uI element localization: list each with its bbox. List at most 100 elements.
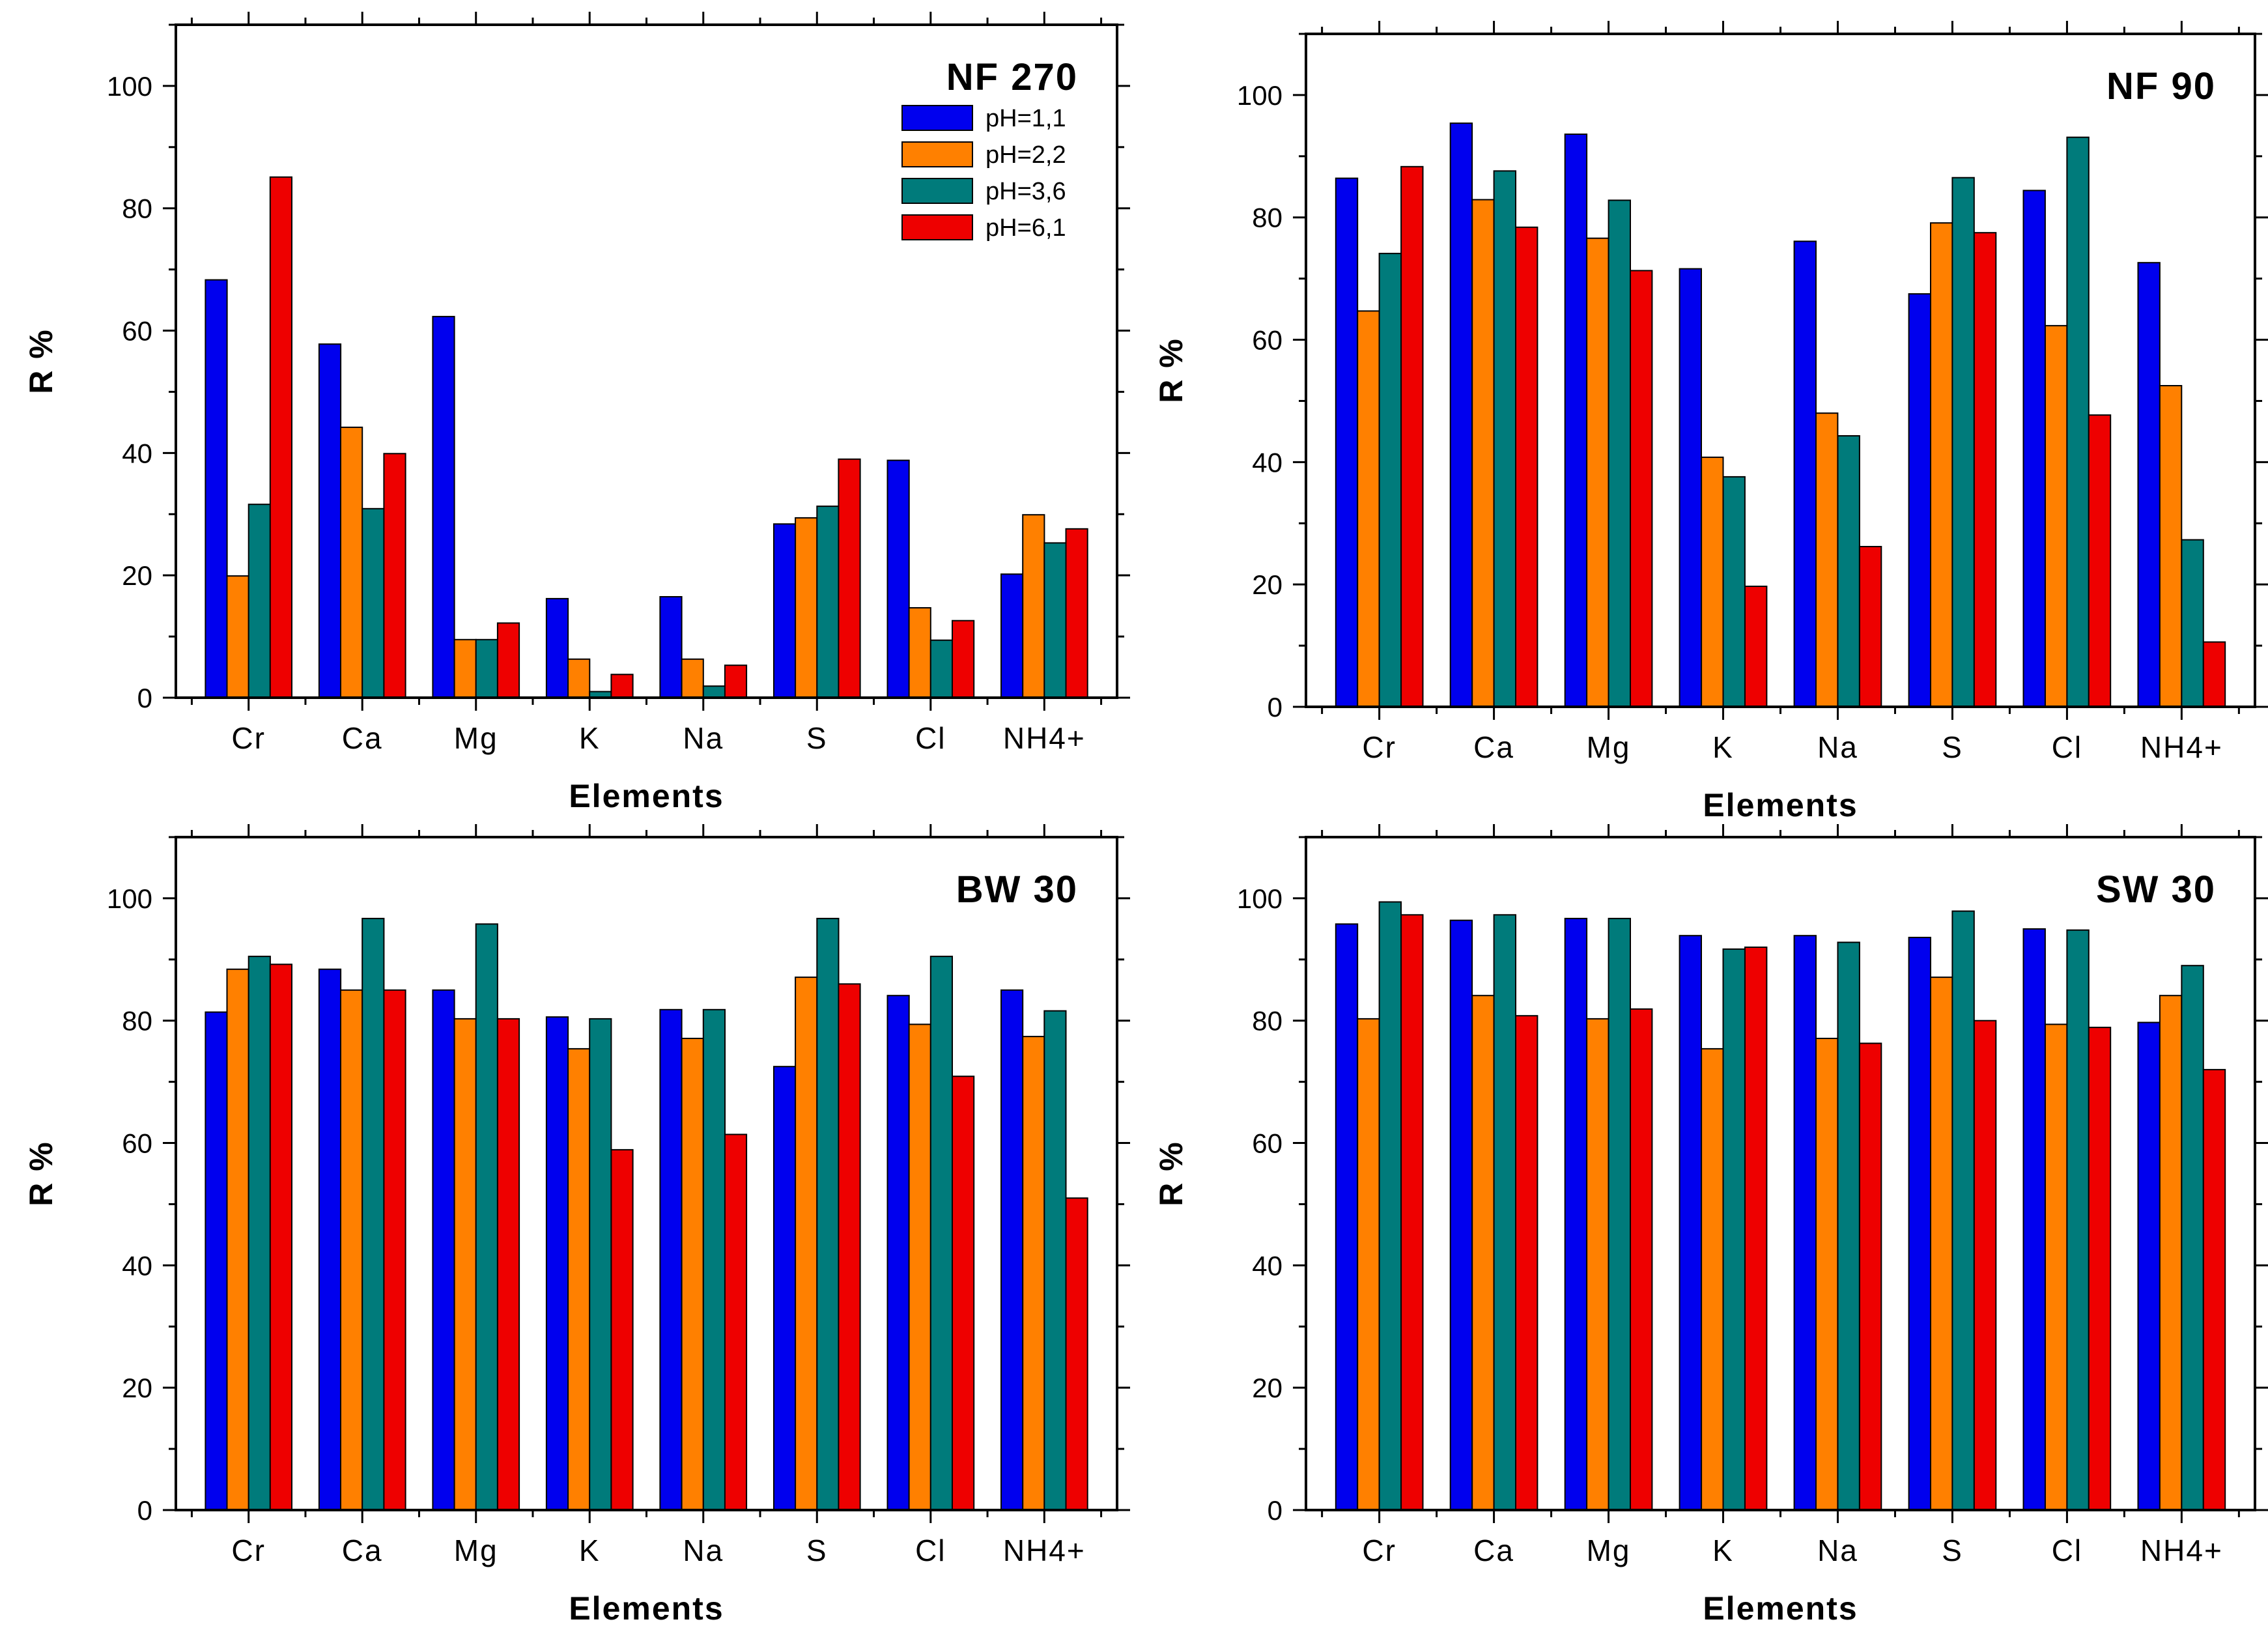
bar-Cr-series-3 [1400,165,1424,708]
chart-panel-0: 0 20 40 60 80 100 Cr Ca Mg K Na S Cl NH4+ Elements R % N… [23,12,1130,814]
bar-Na-series-1 [1815,1038,1839,1511]
bar-Na-series-1 [1815,412,1839,707]
y-tick-label: 100 [107,71,152,102]
bar-Cr-series-3 [1400,914,1424,1511]
bar-Cr-series-2 [248,504,271,698]
bar-K-series-0 [1679,268,1703,708]
y-tick-label: 80 [1252,1006,1283,1036]
bar-S-series-2 [1951,177,1975,707]
x-tick-label-Mg: Mg [1587,1534,1631,1567]
y-tick-label: 80 [122,193,152,224]
y-tick-label: 60 [122,316,152,347]
y-tick-label: 60 [122,1128,152,1159]
y-tick-label: 40 [122,438,152,468]
y-tick-label: 20 [1252,1373,1283,1403]
panel-title: BW 30 [956,868,1078,911]
y-tick-label: 0 [1268,692,1283,722]
bar-Ca-series-1 [1471,199,1495,707]
bar-Cl-series-1 [2045,324,2068,707]
bar-Na-series-3 [1858,546,1882,707]
bar-Cl-series-3 [2088,1027,2112,1511]
y-tick-label: 40 [1252,447,1283,478]
y-axis-title: R % [23,1141,59,1206]
legend-swatch-2 [901,178,973,204]
bar-Cl-series-3 [952,620,975,699]
x-tick-label-S: S [806,1534,828,1567]
bar-Ca-series-3 [383,453,406,698]
x-tick-label-Cr: Cr [231,1534,266,1567]
x-tick-label-Cr: Cr [231,721,266,755]
bar-Ca-series-1 [340,989,363,1511]
y-axis-title: R % [23,328,59,393]
bar-S-series-2 [1951,910,1975,1511]
bar-Cl-series-2 [929,956,954,1511]
bar-Cr-series-0 [205,279,228,699]
bar-NH4+-series-2 [2181,539,2204,707]
x-axis-title: Elements [569,1590,724,1627]
x-tick-label-NH4+: NH4+ [1003,1534,1086,1567]
bar-Cr-series-3 [269,176,292,698]
bar-Na-series-0 [1793,240,1817,707]
bar-S-series-0 [773,523,797,698]
bar-Cl-series-3 [2088,414,2112,707]
bar-Cr-series-1 [226,968,249,1511]
bar-Na-series-3 [724,1134,748,1511]
bar-NH4+-series-2 [2181,965,2204,1511]
bar-Ca-series-2 [1493,170,1517,707]
bar-K-series-2 [1722,948,1746,1511]
bar-S-series-2 [816,917,840,1511]
bar-Na-series-2 [702,685,726,698]
bar-K-series-2 [1722,476,1746,708]
bar-Cr-series-0 [205,1011,228,1511]
bar-Na-series-3 [1858,1042,1882,1511]
x-tick-label-K: K [1712,730,1734,764]
y-axis-title: R % [1153,337,1189,403]
panel-title: NF 270 [946,56,1078,98]
bar-S-series-1 [1930,977,1953,1511]
bar-Na-series-0 [659,596,683,698]
x-tick-label-S: S [1942,730,1963,764]
bar-S-series-1 [1930,222,1953,707]
bar-Cl-series-1 [908,1023,931,1511]
bar-Cl-series-0 [2022,928,2046,1511]
bar-Cr-series-0 [1335,923,1359,1511]
bar-K-series-3 [1744,947,1768,1511]
x-tick-label-Mg: Mg [454,1534,498,1567]
bar-Na-series-2 [1837,435,1860,707]
x-tick-label-K: K [579,1534,601,1567]
bar-S-series-0 [1908,937,1932,1511]
x-tick-label-NH4+: NH4+ [2140,1534,2223,1567]
x-axis-title: Elements [569,778,724,814]
bar-S-series-3 [1973,232,1997,707]
panel-title: SW 30 [2096,868,2216,911]
plot-frame [175,836,1118,1511]
bar-S-series-3 [838,983,861,1511]
x-tick-label-Na: Na [683,1534,724,1567]
bar-Cr-series-2 [1378,253,1402,708]
bar-Ca-series-3 [1515,226,1538,707]
bar-Mg-series-1 [1586,237,1609,707]
bar-S-series-2 [816,506,840,698]
bar-Mg-series-1 [1586,1018,1609,1511]
bar-Cr-series-1 [226,575,249,698]
x-tick-label-S: S [806,721,828,755]
bar-Ca-series-2 [1493,914,1517,1511]
x-tick-label-K: K [579,721,601,755]
bar-NH4+-series-3 [1065,1197,1088,1511]
bar-K-series-0 [545,597,569,699]
bar-K-series-3 [610,674,634,699]
y-tick-label: 100 [1237,883,1283,914]
y-tick-label: 60 [1252,1128,1283,1159]
bar-Mg-series-2 [475,923,498,1511]
bar-S-series-1 [795,517,818,699]
bar-Mg-series-2 [1608,917,1632,1511]
x-tick-label-Na: Na [1817,1534,1858,1567]
y-tick-label: 40 [1252,1250,1283,1281]
bar-Mg-series-3 [1630,1008,1653,1511]
y-tick-label: 0 [137,1495,152,1526]
bar-Na-series-1 [681,658,704,698]
bar-Ca-series-3 [1515,1015,1538,1511]
bar-Ca-series-2 [361,917,385,1511]
x-tick-label-Ca: Ca [1473,1534,1514,1567]
